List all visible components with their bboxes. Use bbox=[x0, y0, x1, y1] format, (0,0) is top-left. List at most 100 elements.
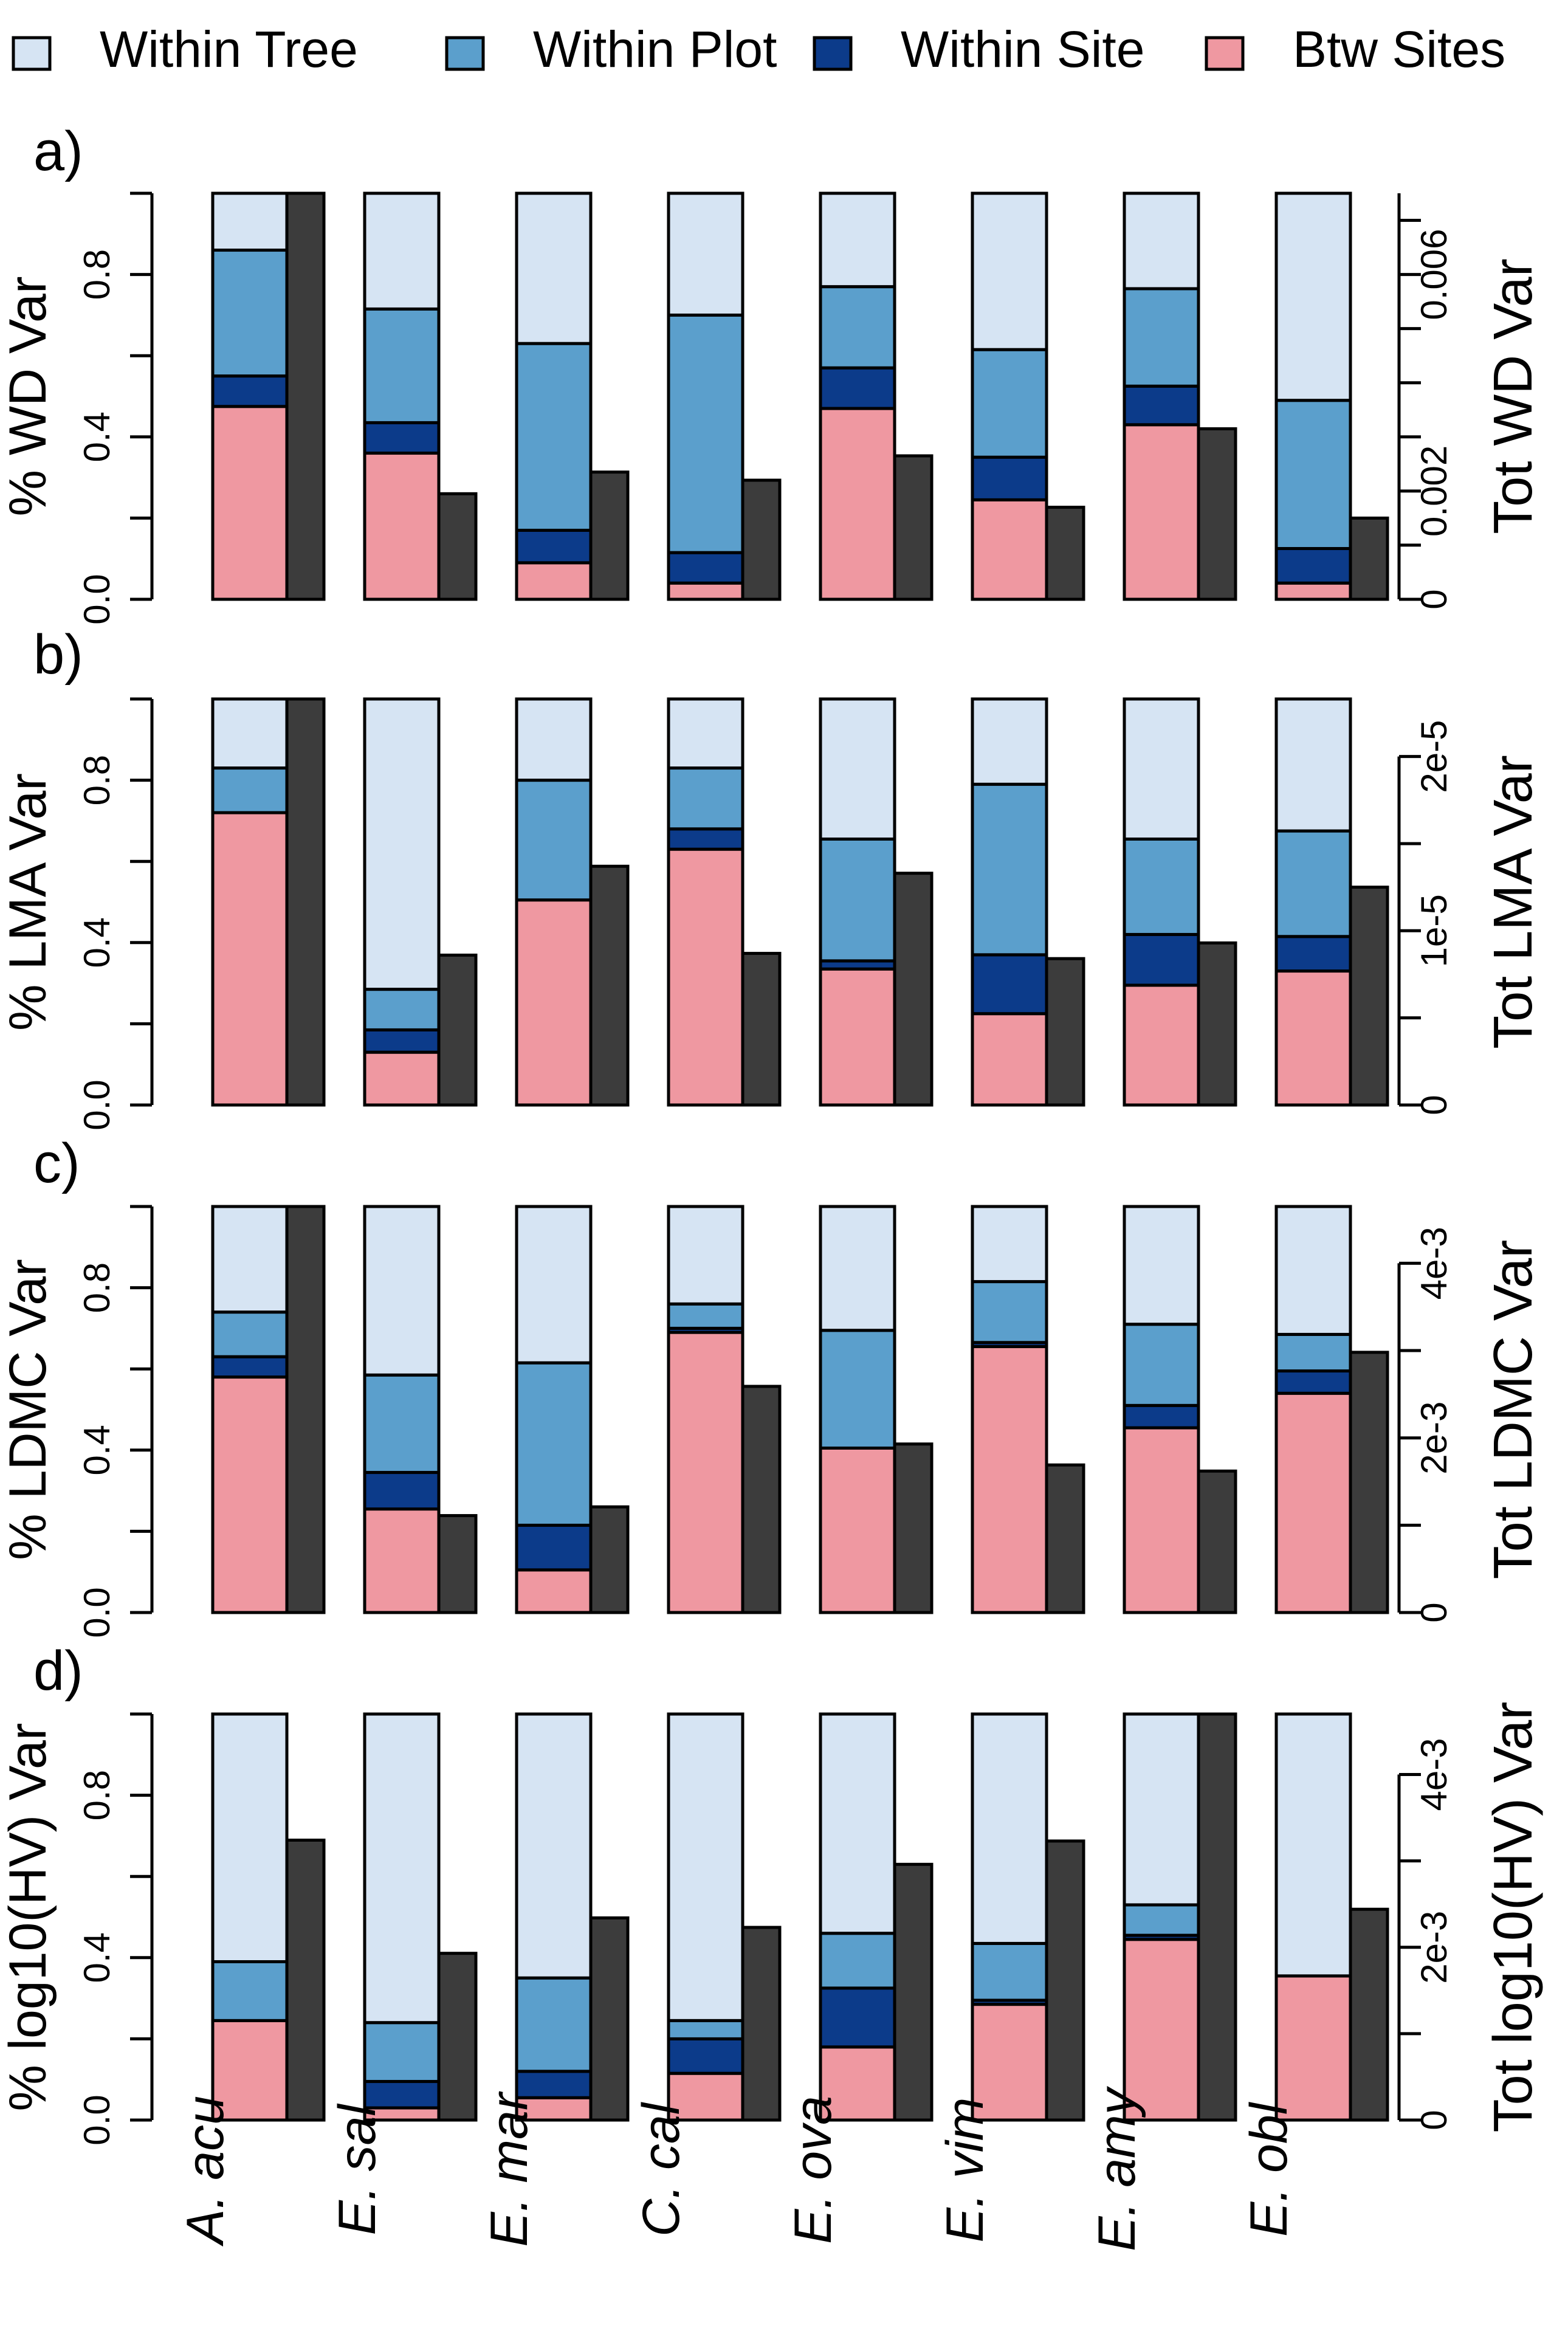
total-variance-bar bbox=[285, 1839, 326, 2122]
total-variance-bar bbox=[1197, 1712, 1237, 2122]
bar-segment bbox=[971, 953, 1048, 1016]
total-variance-bar bbox=[589, 1505, 630, 1614]
bar-segment bbox=[819, 285, 896, 370]
left-tick-label: 0.8 bbox=[77, 1770, 117, 1820]
bar-segment bbox=[971, 455, 1048, 501]
category-label: E. ova bbox=[784, 2096, 842, 2244]
left-tick-label: 0.4 bbox=[77, 917, 117, 968]
bar-segment bbox=[211, 1355, 289, 1379]
bar-segment bbox=[211, 1712, 289, 1963]
category-label: A. acu bbox=[176, 2096, 235, 2247]
legend-label: Within Tree bbox=[100, 21, 358, 78]
bar-segment bbox=[971, 1344, 1048, 1614]
bar-segment bbox=[363, 1028, 441, 1054]
total-variance-bar bbox=[1197, 941, 1237, 1107]
total-variance-bar bbox=[1197, 1469, 1237, 1614]
bar-segment bbox=[515, 1205, 593, 1365]
panel-label: a) bbox=[33, 120, 83, 182]
bar-segment bbox=[667, 1331, 744, 1614]
bar-segment bbox=[667, 847, 744, 1107]
bar-segment bbox=[1123, 423, 1200, 601]
left-tick-label: 0.0 bbox=[77, 1079, 117, 1130]
bar-segment bbox=[211, 374, 289, 408]
legend-swatch bbox=[445, 36, 485, 71]
bar-segment bbox=[667, 1205, 744, 1306]
right-tick-label: 0 bbox=[1414, 2110, 1454, 2130]
bar-segment bbox=[1274, 1391, 1352, 1614]
legend-label: Within Plot bbox=[533, 21, 777, 78]
bar-segment bbox=[1123, 983, 1200, 1107]
legend-swatch bbox=[1205, 36, 1245, 71]
bar-segment bbox=[667, 313, 744, 554]
bar-segment bbox=[667, 551, 744, 585]
bar-segment bbox=[971, 1012, 1048, 1107]
bar-segment bbox=[211, 1375, 289, 1614]
bar-segment bbox=[1123, 837, 1200, 936]
bar-segment bbox=[363, 1507, 441, 1614]
total-variance-bar bbox=[589, 864, 630, 1107]
bar-segment bbox=[363, 307, 441, 424]
bar-segment bbox=[1274, 1712, 1352, 1978]
right-tick-label: 0 bbox=[1414, 589, 1454, 609]
category-label: E. mar bbox=[480, 2091, 538, 2247]
bar-segment bbox=[971, 1941, 1048, 2002]
left-tick-label: 0.4 bbox=[77, 411, 117, 462]
bar-segment bbox=[1274, 547, 1352, 585]
bar-segment bbox=[819, 407, 896, 601]
category-label: C. cal bbox=[632, 2101, 690, 2237]
total-variance-bar bbox=[1349, 516, 1389, 601]
bar-segment bbox=[819, 1986, 896, 2049]
total-variance-bar bbox=[1045, 1839, 1085, 2122]
chart-panels: a) 0.0 0.4 0.8 0 0.002 0.006 % WD Var Tot WD Var… bbox=[0, 120, 1544, 2146]
bar-segment bbox=[819, 1932, 896, 1990]
bar-segment bbox=[1274, 1332, 1352, 1373]
bar-segment bbox=[515, 561, 593, 601]
left-tick-label: 0.8 bbox=[77, 249, 117, 300]
bar-segment bbox=[1123, 1712, 1200, 1907]
bar-segment bbox=[667, 2037, 744, 2075]
bar-segment bbox=[515, 697, 593, 782]
total-variance-bar bbox=[1349, 1907, 1389, 2122]
total-variance-bar bbox=[437, 492, 478, 601]
category-label: E. vim bbox=[936, 2098, 994, 2243]
total-variance-bar bbox=[893, 454, 934, 601]
panel-label: d) bbox=[33, 1640, 83, 1702]
bar-segment bbox=[211, 1205, 289, 1314]
bar-segment bbox=[363, 2021, 441, 2084]
bar-segment bbox=[971, 1712, 1048, 1945]
right-tick-label: 2e-5 bbox=[1414, 720, 1454, 793]
bar-segment bbox=[819, 366, 896, 410]
bar-segment bbox=[1123, 1403, 1200, 1430]
total-variance-bar bbox=[437, 1952, 478, 2122]
left-axis-title: % WD Var bbox=[0, 277, 57, 517]
bar-segment bbox=[971, 697, 1048, 786]
bar-segment bbox=[1123, 932, 1200, 987]
bar-segment bbox=[515, 1976, 593, 2073]
bar-segment bbox=[363, 2080, 441, 2110]
bar-segment bbox=[971, 498, 1048, 601]
bar-segment bbox=[1123, 697, 1200, 841]
left-tick-label: 0.0 bbox=[77, 1587, 117, 1637]
bar-segment bbox=[211, 766, 289, 814]
bar-segment bbox=[1274, 829, 1352, 938]
bar-segment bbox=[515, 528, 593, 565]
right-tick-label: 4e-3 bbox=[1414, 1227, 1454, 1300]
bar-segment bbox=[819, 1712, 896, 1935]
legend-label: Within Site bbox=[901, 21, 1144, 78]
total-variance-bar bbox=[741, 478, 782, 601]
bar-segment bbox=[667, 697, 744, 770]
bar-segment bbox=[363, 1471, 441, 1511]
left-tick-label: 0.8 bbox=[77, 755, 117, 805]
left-axis-title: % LMA Var bbox=[0, 773, 57, 1031]
right-tick-label: 4e-3 bbox=[1414, 1738, 1454, 1811]
right-axis-title: Tot LMA Var bbox=[1483, 755, 1544, 1049]
total-variance-bar bbox=[893, 1442, 934, 1614]
left-tick-label: 0.0 bbox=[77, 2095, 117, 2145]
right-tick-label: 2e-3 bbox=[1414, 1911, 1454, 1984]
bar-segment bbox=[211, 249, 289, 378]
total-variance-bar bbox=[589, 470, 630, 601]
panel-c: c) 0.0 0.4 0.8 0 2e-3 4e-3 % LDMC Var Tot LDMC V… bbox=[0, 1132, 1544, 1638]
bar-segment bbox=[515, 1523, 593, 1572]
total-variance-bar bbox=[741, 952, 782, 1107]
right-tick-label: 0 bbox=[1414, 1602, 1454, 1622]
